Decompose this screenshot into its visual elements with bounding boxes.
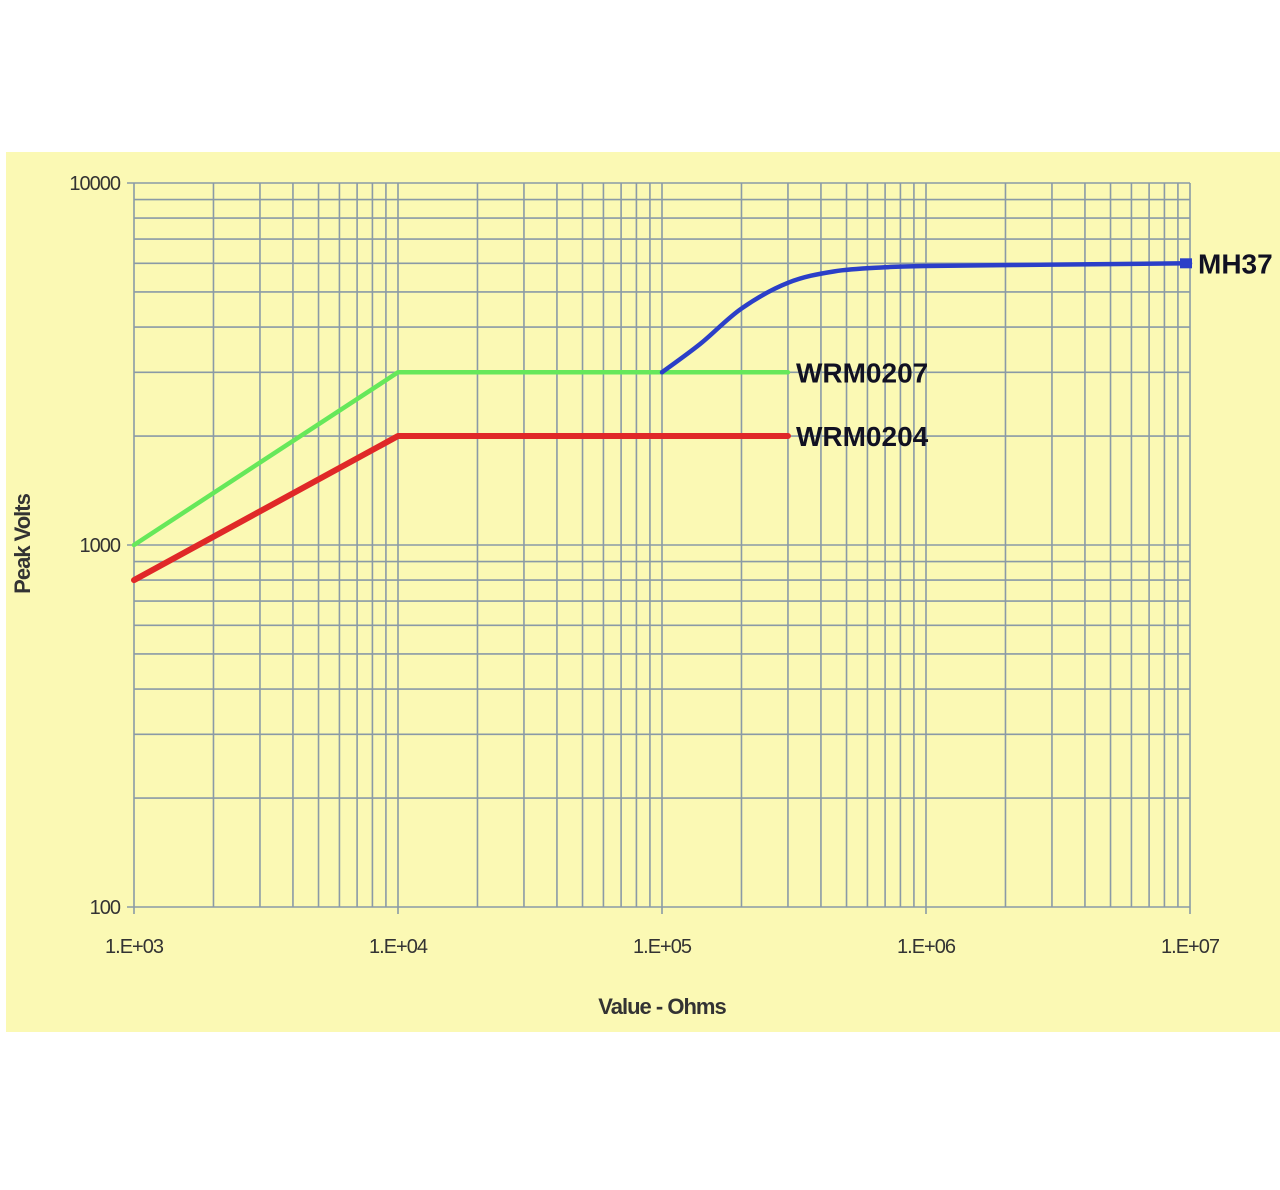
series-end-marker-mh37: [1180, 258, 1192, 269]
chart-panel: 1.E+03 1.E+04 1.E+05 1.E+06 1.E+07 100 1000 100…: [6, 152, 1280, 1032]
series-lines: [131, 258, 1193, 584]
series-label-wrm0207: WRM0207: [796, 357, 928, 388]
chart-background: [6, 152, 1280, 1032]
series-line-mh37: [659, 261, 1193, 375]
x-tick-label: 1.E+03: [105, 936, 164, 958]
x-tick-label: 1.E+07: [1161, 936, 1220, 958]
x-tick-label: 1.E+05: [633, 936, 692, 958]
series-label-mh37: MH37: [1198, 248, 1273, 279]
series-label-wrm0204: WRM0204: [796, 421, 929, 452]
grid: [127, 182, 1191, 914]
line-chart: 1.E+03 1.E+04 1.E+05 1.E+06 1.E+07 100 1000 100…: [6, 152, 1280, 1032]
y-tick-label: 1000: [80, 535, 121, 557]
series-labels: WRM0207 WRM0204 MH37: [796, 248, 1273, 452]
tick-labels: 1.E+03 1.E+04 1.E+05 1.E+06 1.E+07 100 1000 100…: [69, 173, 1220, 958]
x-axis-title: Value - Ohms: [598, 994, 726, 1019]
series-line-wrm0207: [131, 370, 791, 548]
x-tick-label: 1.E+06: [897, 936, 956, 958]
x-tick-label: 1.E+04: [369, 936, 428, 958]
y-tick-label: 10000: [69, 173, 120, 195]
y-axis-title: Peak Volts: [10, 493, 35, 593]
y-tick-label: 100: [90, 897, 121, 919]
series-line-wrm0204: [131, 433, 791, 584]
